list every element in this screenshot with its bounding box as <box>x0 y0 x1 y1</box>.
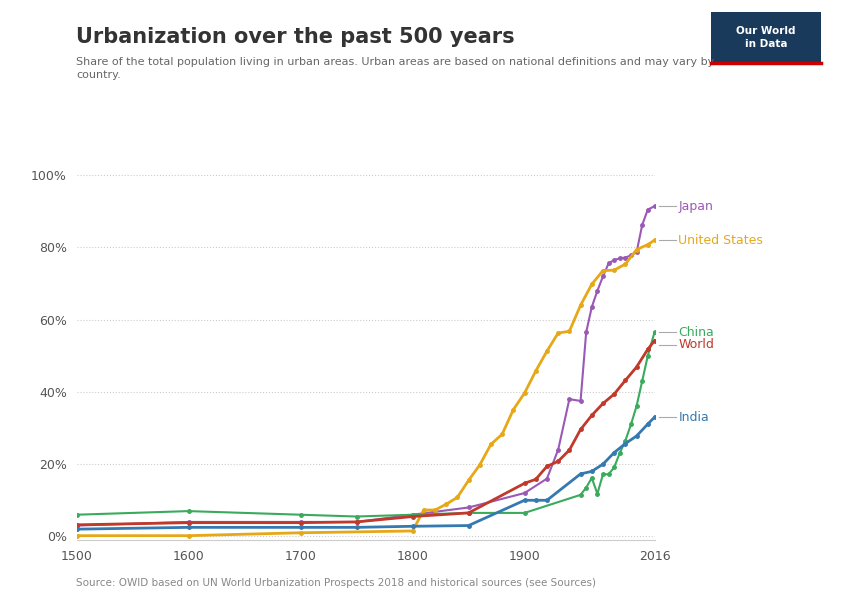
Text: Share of the total population living in urban areas. Urban areas are based on na: Share of the total population living in … <box>76 57 715 80</box>
Text: India: India <box>678 411 709 424</box>
Text: China: China <box>678 326 714 339</box>
Text: World: World <box>678 338 714 352</box>
Text: United States: United States <box>678 234 763 247</box>
Text: Japan: Japan <box>678 200 713 213</box>
Text: Urbanization over the past 500 years: Urbanization over the past 500 years <box>76 27 515 47</box>
Text: Source: OWID based on UN World Urbanization Prospects 2018 and historical source: Source: OWID based on UN World Urbanizat… <box>76 578 597 588</box>
Text: Our World
in Data: Our World in Data <box>736 26 796 49</box>
